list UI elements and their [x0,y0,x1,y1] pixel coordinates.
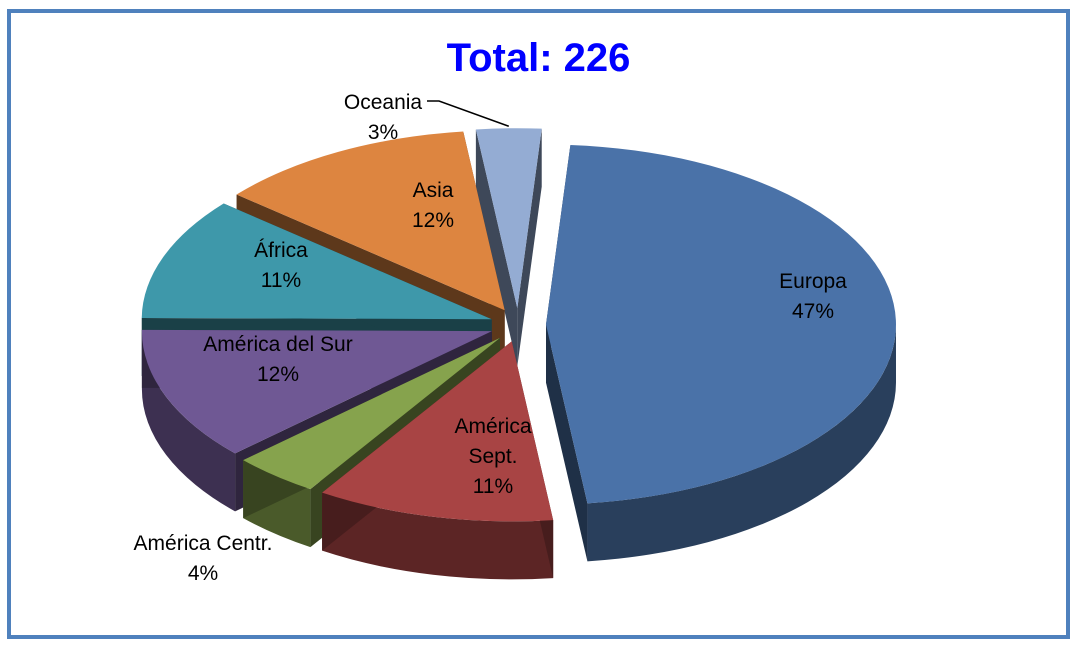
pie-slice-top [141,203,492,320]
data-label-name: África [254,239,308,262]
data-label-america-sept: América Sept. 11% [454,415,531,498]
pie-slice-cut [517,128,542,367]
data-label-percent: 12% [412,209,454,232]
pie-slice-top [545,145,896,504]
pie-slice-cut [475,129,518,367]
pie-slice-side [587,324,896,562]
data-label-name: Sept. [468,445,517,468]
pie-slice-america-sept [322,341,554,580]
data-label-name: Asia [413,179,454,202]
pie-slice-side [141,331,236,512]
data-label-america-del-sur: América del Sur 12% [203,333,352,386]
pie-slice-top [322,341,554,522]
data-label-asia: Asia 12% [412,179,454,232]
data-label-name: Europa [779,270,847,293]
pie-slice-europa [545,145,896,562]
data-label-oceania: Oceania 3% [344,91,423,144]
data-label-percent: 47% [792,300,834,323]
data-label-africa: África 11% [254,239,308,292]
pie-slice-top [475,128,542,309]
chart-title: Total: 226 [446,36,631,80]
data-label-name: América del Sur [203,333,352,356]
data-label-name: América Centr. [134,532,273,555]
leader-line-oceania [427,100,510,127]
pie-slice-side [322,492,554,580]
data-label-america-centr: América Centr. 4% [134,532,273,585]
data-label-name: Oceania [344,91,423,114]
pie-slice-oceania [475,128,542,367]
data-label-percent: 3% [368,121,398,144]
data-label-europa: Europa 47% [779,270,847,323]
data-label-percent: 4% [188,562,218,585]
pie-slice-top [141,329,492,454]
pie-slice-top [236,131,505,311]
pie-slice-top [243,337,501,490]
data-label-name: América [454,415,531,438]
data-label-percent: 12% [257,363,299,386]
pie-slice-cut [545,324,588,562]
data-label-percent: 11% [473,475,513,498]
data-label-percent: 11% [261,269,301,292]
